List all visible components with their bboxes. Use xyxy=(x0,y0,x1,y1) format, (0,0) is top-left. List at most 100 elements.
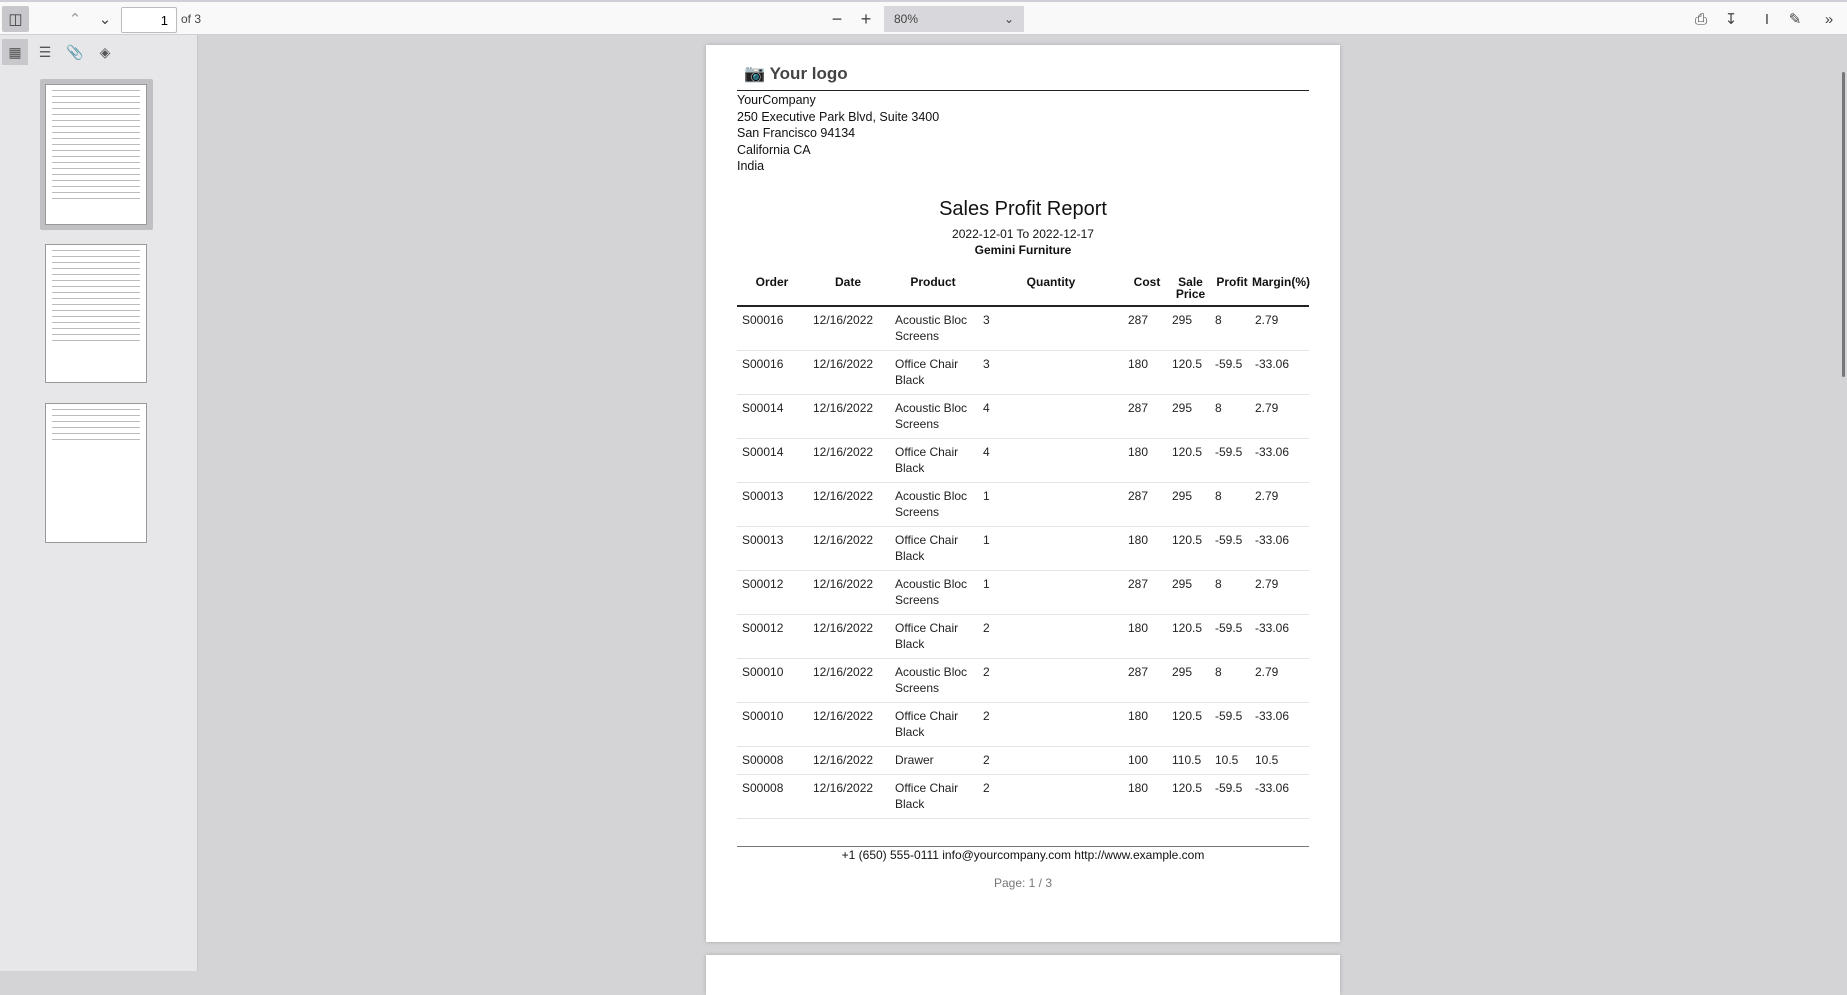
table-cell: -59.5 xyxy=(1212,702,1252,747)
footer-divider xyxy=(737,846,1309,847)
table-cell: 295 xyxy=(1169,306,1212,351)
toggle-sidebar-button[interactable]: ◫ xyxy=(2,6,29,32)
table-cell: 8 xyxy=(1212,482,1252,527)
zoom-in-button[interactable]: + xyxy=(860,8,872,29)
report-table-wrap: Order Date Product Quantity Cost Sale Price Pr… xyxy=(737,276,1310,819)
table-cell: 287 xyxy=(1125,482,1169,527)
table-cell: 12/16/2022 xyxy=(807,614,889,659)
table-cell: S00013 xyxy=(737,482,807,527)
table-cell: S00008 xyxy=(737,774,807,819)
table-cell: S00016 xyxy=(737,350,807,395)
table-cell: Acoustic Bloc Screens xyxy=(889,658,977,703)
table-cell: 12/16/2022 xyxy=(807,570,889,615)
table-cell: 287 xyxy=(1125,658,1169,703)
table-row: S00010 12/16/2022 Acoustic Bloc Screens 2 28… xyxy=(737,658,1309,703)
page-thumbnail-3[interactable] xyxy=(45,403,147,543)
table-cell: 8 xyxy=(1212,306,1252,351)
scrollbar[interactable] xyxy=(1842,72,1845,377)
table-cell: 2.79 xyxy=(1252,306,1309,351)
table-cell: -33.06 xyxy=(1252,526,1309,571)
table-cell: 1 xyxy=(977,570,1125,615)
outline-view-icon[interactable]: ☰ xyxy=(38,43,52,60)
table-cell: 12/16/2022 xyxy=(807,702,889,747)
table-cell: 4 xyxy=(977,438,1125,483)
table-cell: -59.5 xyxy=(1212,438,1252,483)
zoom-value: 80% xyxy=(894,12,919,26)
text-cursor-icon[interactable]: I xyxy=(1764,10,1770,28)
table-cell: -33.06 xyxy=(1252,438,1309,483)
table-cell: 8 xyxy=(1212,570,1252,615)
page-thumbnail-1[interactable] xyxy=(45,84,147,225)
pencil-icon[interactable]: ✎ xyxy=(1788,11,1802,28)
layers-view-icon[interactable]: ◈ xyxy=(99,43,111,60)
next-page-button[interactable]: ⌄ xyxy=(98,11,112,28)
table-row: S00013 12/16/2022 Acoustic Bloc Screens 1 28… xyxy=(737,482,1309,527)
column-header: Quantity xyxy=(977,276,1125,307)
table-cell: 12/16/2022 xyxy=(807,746,889,775)
document-viewer: 📷 Your logo YourCompany 250 Executive Pa… xyxy=(199,35,1847,995)
previous-page-button[interactable]: ⌃ xyxy=(68,11,82,28)
table-cell: S00014 xyxy=(737,438,807,483)
table-row: S00014 12/16/2022 Acoustic Bloc Screens 4 28… xyxy=(737,394,1309,439)
table-cell: Office Chair Black xyxy=(889,438,977,483)
table-cell: S00013 xyxy=(737,526,807,571)
table-cell: 180 xyxy=(1125,774,1169,819)
page-number-input[interactable] xyxy=(121,7,177,33)
table-cell: 10.5 xyxy=(1252,746,1309,775)
table-cell: 8 xyxy=(1212,394,1252,439)
table-cell: 180 xyxy=(1125,438,1169,483)
company-address: YourCompany 250 Executive Park Blvd, Sui… xyxy=(737,92,1309,175)
table-row: S00008 12/16/2022 Office Chair Black 2 180 12… xyxy=(737,774,1309,819)
report-table: Order Date Product Quantity Cost Sale Price Pr… xyxy=(737,276,1310,819)
thumbnails-view-icon[interactable]: ▦ xyxy=(2,39,28,65)
table-row: S00012 12/16/2022 Acoustic Bloc Screens 1 28… xyxy=(737,570,1309,615)
table-cell: 295 xyxy=(1169,658,1212,703)
table-cell: 12/16/2022 xyxy=(807,350,889,395)
table-cell: 2.79 xyxy=(1252,394,1309,439)
table-cell: 1 xyxy=(977,526,1125,571)
company-city: San Francisco 94134 xyxy=(737,126,856,140)
table-cell: -33.06 xyxy=(1252,774,1309,819)
table-cell: Acoustic Bloc Screens xyxy=(889,306,977,351)
more-tools-icon[interactable]: » xyxy=(1824,10,1834,28)
table-row: S00016 12/16/2022 Office Chair Black 3 180 12… xyxy=(737,350,1309,395)
footer-contact: +1 (650) 555-0111 info@yourcompany.com h… xyxy=(841,848,1205,862)
table-cell: S00016 xyxy=(737,306,807,351)
table-cell: Acoustic Bloc Screens xyxy=(889,482,977,527)
table-cell: Office Chair Black xyxy=(889,350,977,395)
table-row: S00008 12/16/2022 Drawer 2 100 110.5 10.5 10.5 xyxy=(737,746,1309,775)
table-cell: S00008 xyxy=(737,746,807,775)
column-header: Product xyxy=(889,276,977,307)
table-cell: -59.5 xyxy=(1212,614,1252,659)
table-row: S00013 12/16/2022 Office Chair Black 1 180 12… xyxy=(737,526,1309,571)
table-cell: Acoustic Bloc Screens xyxy=(889,394,977,439)
date-range: 2022-12-01 To 2022-12-17 xyxy=(952,227,1094,241)
table-cell: 180 xyxy=(1125,614,1169,659)
chevron-down-icon: ⌄ xyxy=(1003,12,1014,26)
table-cell: 295 xyxy=(1169,570,1212,615)
table-cell: 2.79 xyxy=(1252,570,1309,615)
column-header: Sale Price xyxy=(1169,276,1212,307)
zoom-out-button[interactable]: − xyxy=(831,8,843,29)
table-cell: 120.5 xyxy=(1169,702,1212,747)
page-thumbnail-2[interactable] xyxy=(45,244,147,383)
print-icon[interactable]: ⎙ xyxy=(1694,10,1707,28)
table-row: S00014 12/16/2022 Office Chair Black 4 180 12… xyxy=(737,438,1309,483)
table-cell: -59.5 xyxy=(1212,774,1252,819)
pdf-page-1: 📷 Your logo YourCompany 250 Executive Pa… xyxy=(706,45,1340,942)
table-cell: 287 xyxy=(1125,570,1169,615)
table-cell: 100 xyxy=(1125,746,1169,775)
table-cell: 8 xyxy=(1212,658,1252,703)
download-icon[interactable]: ↧ xyxy=(1724,11,1738,28)
table-cell: -33.06 xyxy=(1252,614,1309,659)
table-cell: 180 xyxy=(1125,350,1169,395)
table-cell: 12/16/2022 xyxy=(807,394,889,439)
table-cell: 12/16/2022 xyxy=(807,482,889,527)
attachments-view-icon[interactable]: 📎 xyxy=(66,43,84,60)
table-cell: -59.5 xyxy=(1212,526,1252,571)
zoom-select[interactable]: 80% ⌄ xyxy=(884,6,1024,32)
table-cell: 120.5 xyxy=(1169,526,1212,571)
table-row: S00012 12/16/2022 Office Chair Black 2 180 12… xyxy=(737,614,1309,659)
pdf-page-2 xyxy=(706,955,1340,995)
table-row: S00016 12/16/2022 Acoustic Bloc Screens 3 28… xyxy=(737,306,1309,351)
